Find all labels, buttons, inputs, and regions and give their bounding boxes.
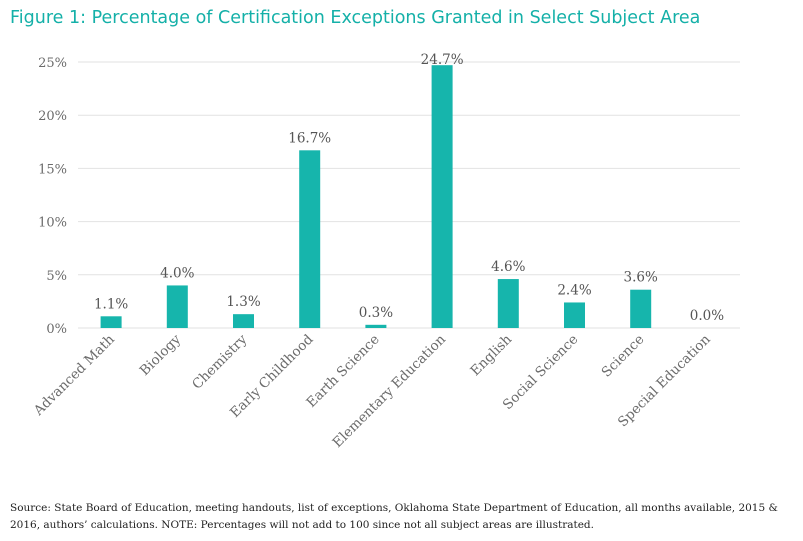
data-label: 2.4% [557,282,591,298]
y-tick-label: 20% [38,109,67,124]
category-label: Science [598,332,647,381]
bars [100,65,652,328]
bar [431,65,453,328]
category-label: Biology [137,331,185,379]
category-label: Advanced Math [30,331,118,419]
data-label: 4.6% [491,259,525,275]
data-label: 3.6% [624,270,658,286]
data-labels: 1.1% 4.0% 1.3% 16.7% 0.3% 24.7% 4.6% 2.4% 3.6% 0.… [94,52,724,324]
data-label: 0.0% [690,308,724,324]
data-label: 24.7% [421,52,464,68]
bar [497,279,519,328]
data-label: 1.1% [94,296,128,312]
y-tick-label: 10% [38,216,67,231]
bar [564,302,585,328]
y-tick-label: 25% [38,56,67,71]
y-axis-ticks: 0% 5% 10% 15% 20% 25% [38,56,67,337]
data-label: 1.3% [226,294,260,310]
data-label: 0.3% [359,305,393,321]
bar [166,285,188,328]
bar [100,316,122,328]
category-label: English [467,331,515,379]
bar [299,150,321,328]
y-tick-label: 5% [46,269,67,284]
chart-title: Figure 1: Percentage of Certification Ex… [10,8,701,28]
data-label: 16.7% [288,130,331,146]
bar [233,314,254,328]
y-tick-label: 15% [38,162,67,177]
gridlines [78,61,740,329]
category-label: Elementary Education [330,331,450,451]
data-label: 4.0% [160,265,194,281]
bar [630,289,652,328]
y-tick-label: 0% [46,322,67,337]
category-label: Chemistry [189,331,250,392]
bar [365,324,387,328]
source-note: Source: State Board of Education, meetin… [10,502,778,531]
